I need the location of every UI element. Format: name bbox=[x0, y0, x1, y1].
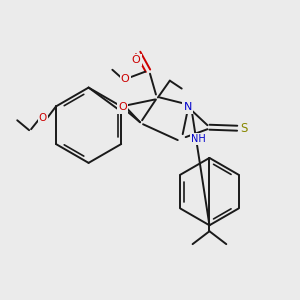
Text: O: O bbox=[121, 74, 130, 84]
Text: O: O bbox=[132, 55, 140, 65]
Text: S: S bbox=[240, 122, 248, 135]
Text: O: O bbox=[118, 102, 127, 112]
Text: NH: NH bbox=[190, 134, 206, 144]
Text: N: N bbox=[184, 102, 192, 112]
Text: O: O bbox=[39, 113, 47, 123]
